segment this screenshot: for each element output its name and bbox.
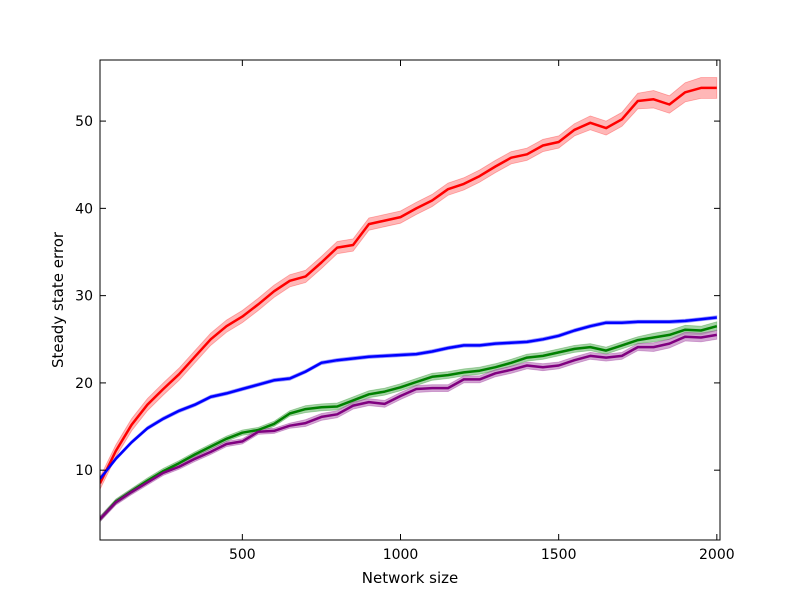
y-tick-label: 40 [75,201,93,217]
series-3-line [100,324,718,520]
x-tick-label: 2000 [699,547,735,563]
series-2-band [100,315,718,482]
x-tick-label: 1000 [383,547,419,563]
x-tick-label: 500 [229,547,256,563]
y-tick-label: 30 [75,289,93,305]
plot-frame [99,59,721,541]
series-1-band [100,77,718,490]
y-tick-label: 50 [75,114,93,130]
y-axis-label: Steady state error [49,231,67,368]
x-tick-label: 1500 [541,547,577,563]
series-2-line [100,316,717,480]
axis-ticks: 500 1000 1500 2000 10 20 30 40 50 [75,60,735,563]
series-1-line [100,86,717,484]
confidence-bands [100,77,718,523]
series-4-band [100,330,718,523]
y-tick-label: 10 [75,463,93,479]
series-4-line [100,333,718,520]
series-lines [100,86,718,520]
x-axis-label: Network size [362,569,458,587]
y-tick-label: 20 [75,376,93,392]
